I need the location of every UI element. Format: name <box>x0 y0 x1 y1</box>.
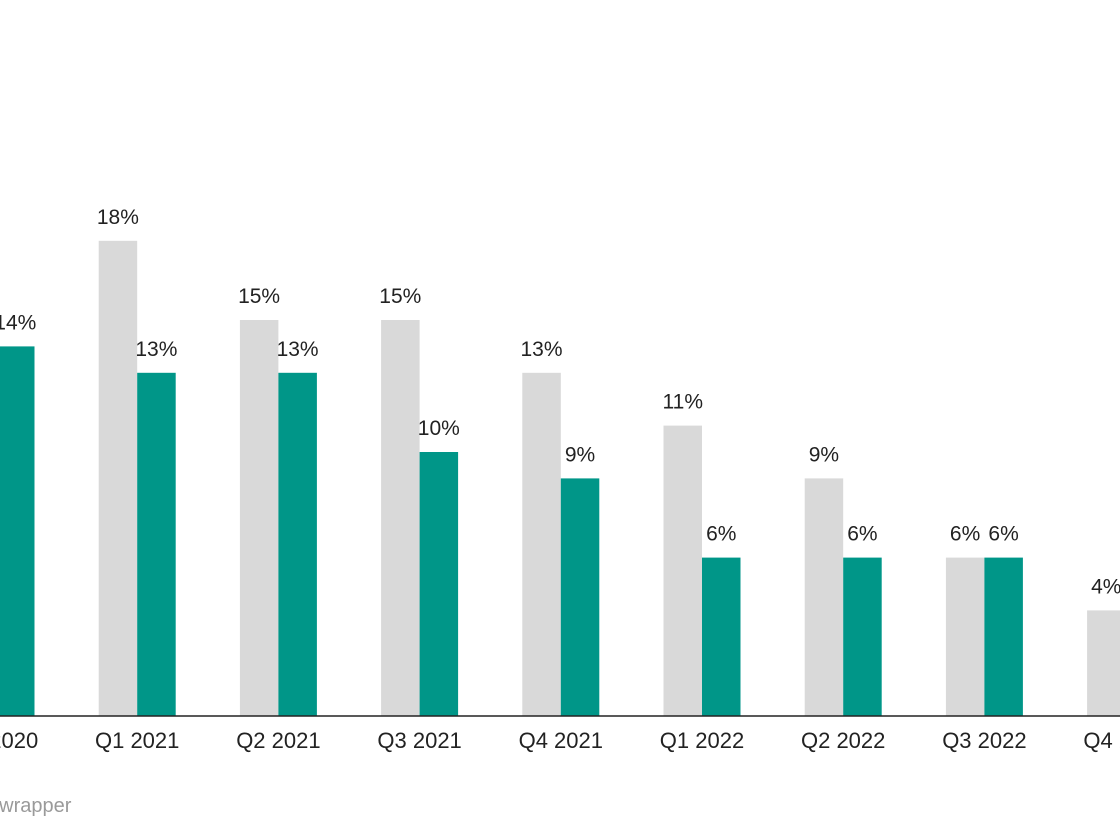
bar-gray-q1-2021 <box>98 240 138 717</box>
value-label: 6% <box>950 523 980 546</box>
value-label: 13% <box>277 338 319 361</box>
value-label: 11% <box>663 391 703 414</box>
source-credit: awrapper <box>0 795 72 817</box>
x-tick-label: Q4 2022 <box>1083 728 1120 753</box>
x-axis-ticks: Q4 2020 Q1 2021 Q2 2021 Q3 2021 Q4 2021 Q1 20… <box>0 728 1120 753</box>
bar-teal-q3-2021 <box>419 452 459 716</box>
bar-teal-q1-2022 <box>702 557 741 716</box>
x-tick-label: Q4 2021 <box>519 728 603 753</box>
bars-layer <box>0 240 1120 717</box>
bar-gray-q4-2021 <box>522 372 561 716</box>
value-label: 6% <box>706 523 736 546</box>
bar-gray-q2-2022 <box>804 478 844 716</box>
x-tick-label: Q3 2021 <box>377 728 461 753</box>
x-tick-label: Q4 2020 <box>0 728 38 753</box>
value-label: 14% <box>0 311 36 334</box>
value-label: 13% <box>520 338 562 361</box>
value-label: 18% <box>97 206 139 229</box>
bar-gray-q1-2022 <box>663 425 702 716</box>
value-label: 4% <box>1091 575 1120 598</box>
value-label: 15% <box>379 285 421 308</box>
value-label: 15% <box>238 285 280 308</box>
bar-teal-q2-2022 <box>843 557 882 716</box>
value-label: 9% <box>565 443 595 466</box>
bar-gray-q3-2021 <box>381 320 420 716</box>
value-label: 6% <box>988 523 1018 546</box>
bar-gray-q2-2021 <box>239 320 279 716</box>
x-tick-label: Q1 2022 <box>660 728 744 753</box>
value-labels-layer: 14% 18% 13% 15% 13% 15% 10% 13% 9% 11% 6% 9% 6% 6% 6% 4… <box>0 206 1120 599</box>
bar-teal-q4-2020 <box>0 346 35 716</box>
bar-teal-q4-2021 <box>560 478 600 716</box>
value-label: 13% <box>135 338 177 361</box>
bar-teal-q3-2022 <box>984 557 1023 716</box>
x-tick-label: Q2 2022 <box>801 728 885 753</box>
x-tick-label: Q1 2021 <box>95 728 179 753</box>
value-label: 10% <box>418 417 460 440</box>
x-tick-label: Q3 2022 <box>942 728 1026 753</box>
value-label: 9% <box>809 443 839 466</box>
bar-teal-q2-2021 <box>278 372 317 716</box>
bar-gray-q4-2022 <box>1087 610 1120 716</box>
bar-gray-q3-2022 <box>945 557 985 716</box>
x-tick-label: Q2 2021 <box>236 728 320 753</box>
bar-teal-q1-2021 <box>137 372 176 716</box>
value-label: 6% <box>847 523 877 546</box>
